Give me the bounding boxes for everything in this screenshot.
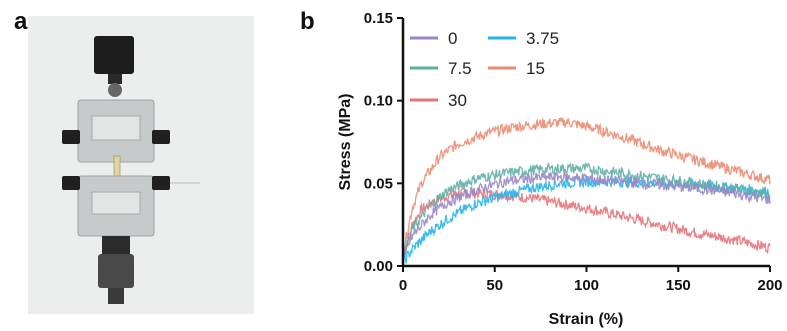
tensile-tester-photo [28,16,254,314]
base-shaft [98,254,134,288]
knob-stem [108,74,122,84]
upper-right-screw [152,130,170,144]
x-tick-label: 150 [666,277,691,294]
x-tick-label: 50 [486,277,503,294]
x-tick-label: 100 [574,277,599,294]
base-collar [102,236,130,254]
load-cell-knob [94,36,134,74]
base-foot [108,288,124,304]
legend-label-0: 0 [448,29,457,48]
series-line-7-5 [402,161,771,256]
legend-label-30: 30 [448,91,467,110]
legend-label-7-5: 7.5 [448,59,472,78]
legend-label-3-75: 3.75 [526,29,559,48]
legend-label-15: 15 [526,59,545,78]
series-line-0 [402,169,771,257]
y-axis-title: Stress (MPa) [337,94,354,191]
coupling-nut [108,83,122,97]
lower-clamp-window [91,191,141,215]
series-layer [402,117,771,264]
upper-left-screw [62,130,80,144]
x-tick-label: 0 [399,277,407,294]
y-tick-label: 0.00 [364,258,393,275]
legend: 0 3.75 7.5 15 30 [410,29,559,110]
y-tick-label: 0.10 [364,93,393,110]
lower-right-screw [152,176,170,190]
lower-left-screw [62,176,80,190]
photo-background [28,16,254,314]
series-line-30 [402,187,771,259]
series-line-15 [402,117,771,259]
upper-clamp-window [91,115,141,141]
panel-a-label: a [14,8,28,35]
panel-b-label: b [300,8,315,35]
x-tick-label: 200 [757,277,782,294]
y-tick-label: 0.05 [364,175,393,192]
y-tick-label: 0.15 [364,10,393,27]
x-axis-title: Strain (%) [549,311,624,328]
